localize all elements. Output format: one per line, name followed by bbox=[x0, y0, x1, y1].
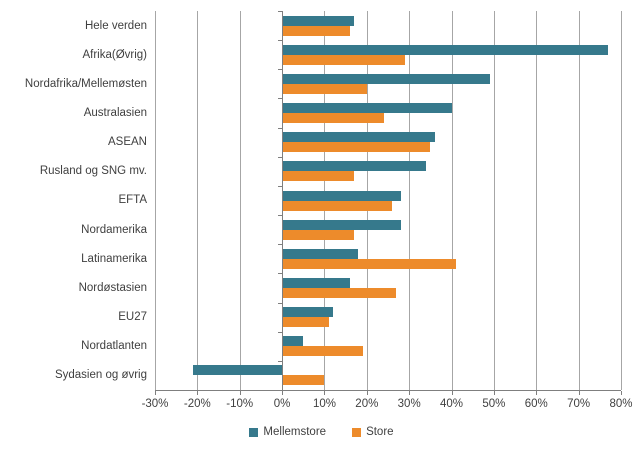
bar-store bbox=[282, 258, 456, 269]
category-axis-tick bbox=[278, 69, 283, 70]
legend-label: Store bbox=[366, 426, 394, 438]
bar-store bbox=[282, 142, 431, 153]
x-axis-tick bbox=[324, 391, 326, 395]
category-label: Hele verden bbox=[84, 19, 147, 32]
x-axis-tick bbox=[282, 391, 284, 395]
x-axis-tick bbox=[578, 391, 580, 395]
bar-mellemstore bbox=[282, 190, 401, 201]
x-axis-tick bbox=[197, 391, 199, 395]
x-tick-label: -10% bbox=[226, 398, 254, 410]
category-label: Afrika(Øvrig) bbox=[82, 48, 147, 61]
category-axis-tick bbox=[278, 303, 283, 304]
x-tick-label: 0% bbox=[273, 398, 291, 410]
bar-store bbox=[282, 287, 397, 298]
category-axis-tick bbox=[278, 98, 283, 99]
bar-store bbox=[282, 171, 355, 182]
bar-store bbox=[282, 200, 393, 211]
category-label: Australasien bbox=[83, 107, 147, 120]
category-axis-tick bbox=[278, 128, 283, 129]
x-axis-tick bbox=[366, 391, 368, 395]
category-axis-tick bbox=[278, 390, 283, 391]
bar-mellemstore bbox=[282, 307, 333, 318]
bar-mellemstore bbox=[282, 103, 452, 114]
x-tick-label: 20% bbox=[355, 398, 379, 410]
bar-store bbox=[282, 54, 405, 65]
gridline bbox=[155, 11, 156, 390]
category-axis-tick bbox=[278, 244, 283, 245]
x-tick-label: 10% bbox=[312, 398, 336, 410]
bar-store bbox=[282, 346, 363, 357]
category-axis-tick bbox=[278, 273, 283, 274]
bar-mellemstore bbox=[282, 73, 490, 84]
gridline bbox=[493, 11, 495, 390]
gridline bbox=[239, 11, 241, 390]
category-axis-tick bbox=[278, 11, 283, 12]
bar-mellemstore bbox=[282, 161, 427, 172]
category-label: EU27 bbox=[118, 311, 147, 324]
x-axis-tick bbox=[239, 391, 241, 395]
x-axis-tick bbox=[409, 391, 411, 395]
gridline bbox=[621, 11, 622, 390]
gridline bbox=[197, 11, 199, 390]
x-axis-tick bbox=[536, 391, 538, 395]
bar-mellemstore bbox=[282, 277, 350, 288]
category-axis-labels: Hele verden Afrika(Øvrig) Nordafrika/Melle… bbox=[0, 11, 147, 390]
bar-mellemstore bbox=[193, 365, 283, 376]
category-axis-tick bbox=[278, 157, 283, 158]
category-label: ASEAN bbox=[108, 136, 147, 149]
plot-area bbox=[155, 11, 622, 395]
x-tick-label: 50% bbox=[482, 398, 506, 410]
x-tick-label: 30% bbox=[397, 398, 421, 410]
bar-mellemstore bbox=[282, 44, 609, 55]
gridline bbox=[451, 11, 453, 390]
category-label: EFTA bbox=[118, 194, 147, 207]
category-axis-tick bbox=[278, 186, 283, 187]
x-axis-line bbox=[155, 390, 621, 391]
bar-mellemstore bbox=[282, 248, 359, 259]
category-label: Latinamerika bbox=[81, 252, 147, 265]
legend-item: Mellemstore bbox=[249, 426, 326, 438]
x-tick-label: -20% bbox=[183, 398, 211, 410]
x-tick-label: -30% bbox=[141, 398, 169, 410]
bar-store bbox=[282, 375, 325, 386]
bar-store bbox=[282, 83, 367, 94]
category-label: Nordøstasien bbox=[78, 281, 147, 294]
legend-item: Store bbox=[352, 426, 394, 438]
bar-store bbox=[282, 229, 355, 240]
category-axis-tick bbox=[278, 40, 283, 41]
category-label: Rusland og SNG mv. bbox=[39, 165, 147, 178]
category-axis-tick bbox=[278, 361, 283, 362]
zero-axis-line bbox=[282, 11, 284, 390]
bar-store bbox=[282, 25, 350, 36]
x-tick-label: 60% bbox=[524, 398, 548, 410]
category-axis-tick bbox=[278, 332, 283, 333]
gridline bbox=[536, 11, 538, 390]
value-axis-labels: -30% -20% -10% 0% 10% 20% 30% 40% 50% 60% 70% 80% bbox=[0, 398, 643, 414]
x-axis-tick bbox=[621, 391, 622, 395]
x-tick-label: 80% bbox=[609, 398, 633, 410]
category-label: Nordatlanten bbox=[81, 340, 147, 353]
bar-mellemstore bbox=[282, 336, 304, 347]
legend-swatch-icon bbox=[352, 427, 362, 437]
category-label: Nordafrika/Mellemøsten bbox=[24, 77, 147, 90]
gridline bbox=[409, 11, 411, 390]
category-label: Nordamerika bbox=[81, 223, 147, 236]
x-tick-label: 40% bbox=[440, 398, 464, 410]
x-axis-tick bbox=[451, 391, 453, 395]
x-tick-label: 70% bbox=[567, 398, 591, 410]
bar-mellemstore bbox=[282, 219, 401, 230]
legend-label: Mellemstore bbox=[263, 426, 327, 438]
legend: Mellemstore Store bbox=[0, 426, 643, 438]
bar-store bbox=[282, 113, 384, 124]
x-axis-tick bbox=[493, 391, 495, 395]
bar-store bbox=[282, 317, 329, 328]
category-label: Sydasien og øvrig bbox=[54, 369, 147, 382]
bar-mellemstore bbox=[282, 132, 435, 143]
gridline bbox=[578, 11, 580, 390]
bar-mellemstore bbox=[282, 15, 355, 26]
x-axis-tick bbox=[155, 391, 156, 395]
category-axis-tick bbox=[278, 215, 283, 216]
legend-swatch-icon bbox=[249, 427, 259, 437]
